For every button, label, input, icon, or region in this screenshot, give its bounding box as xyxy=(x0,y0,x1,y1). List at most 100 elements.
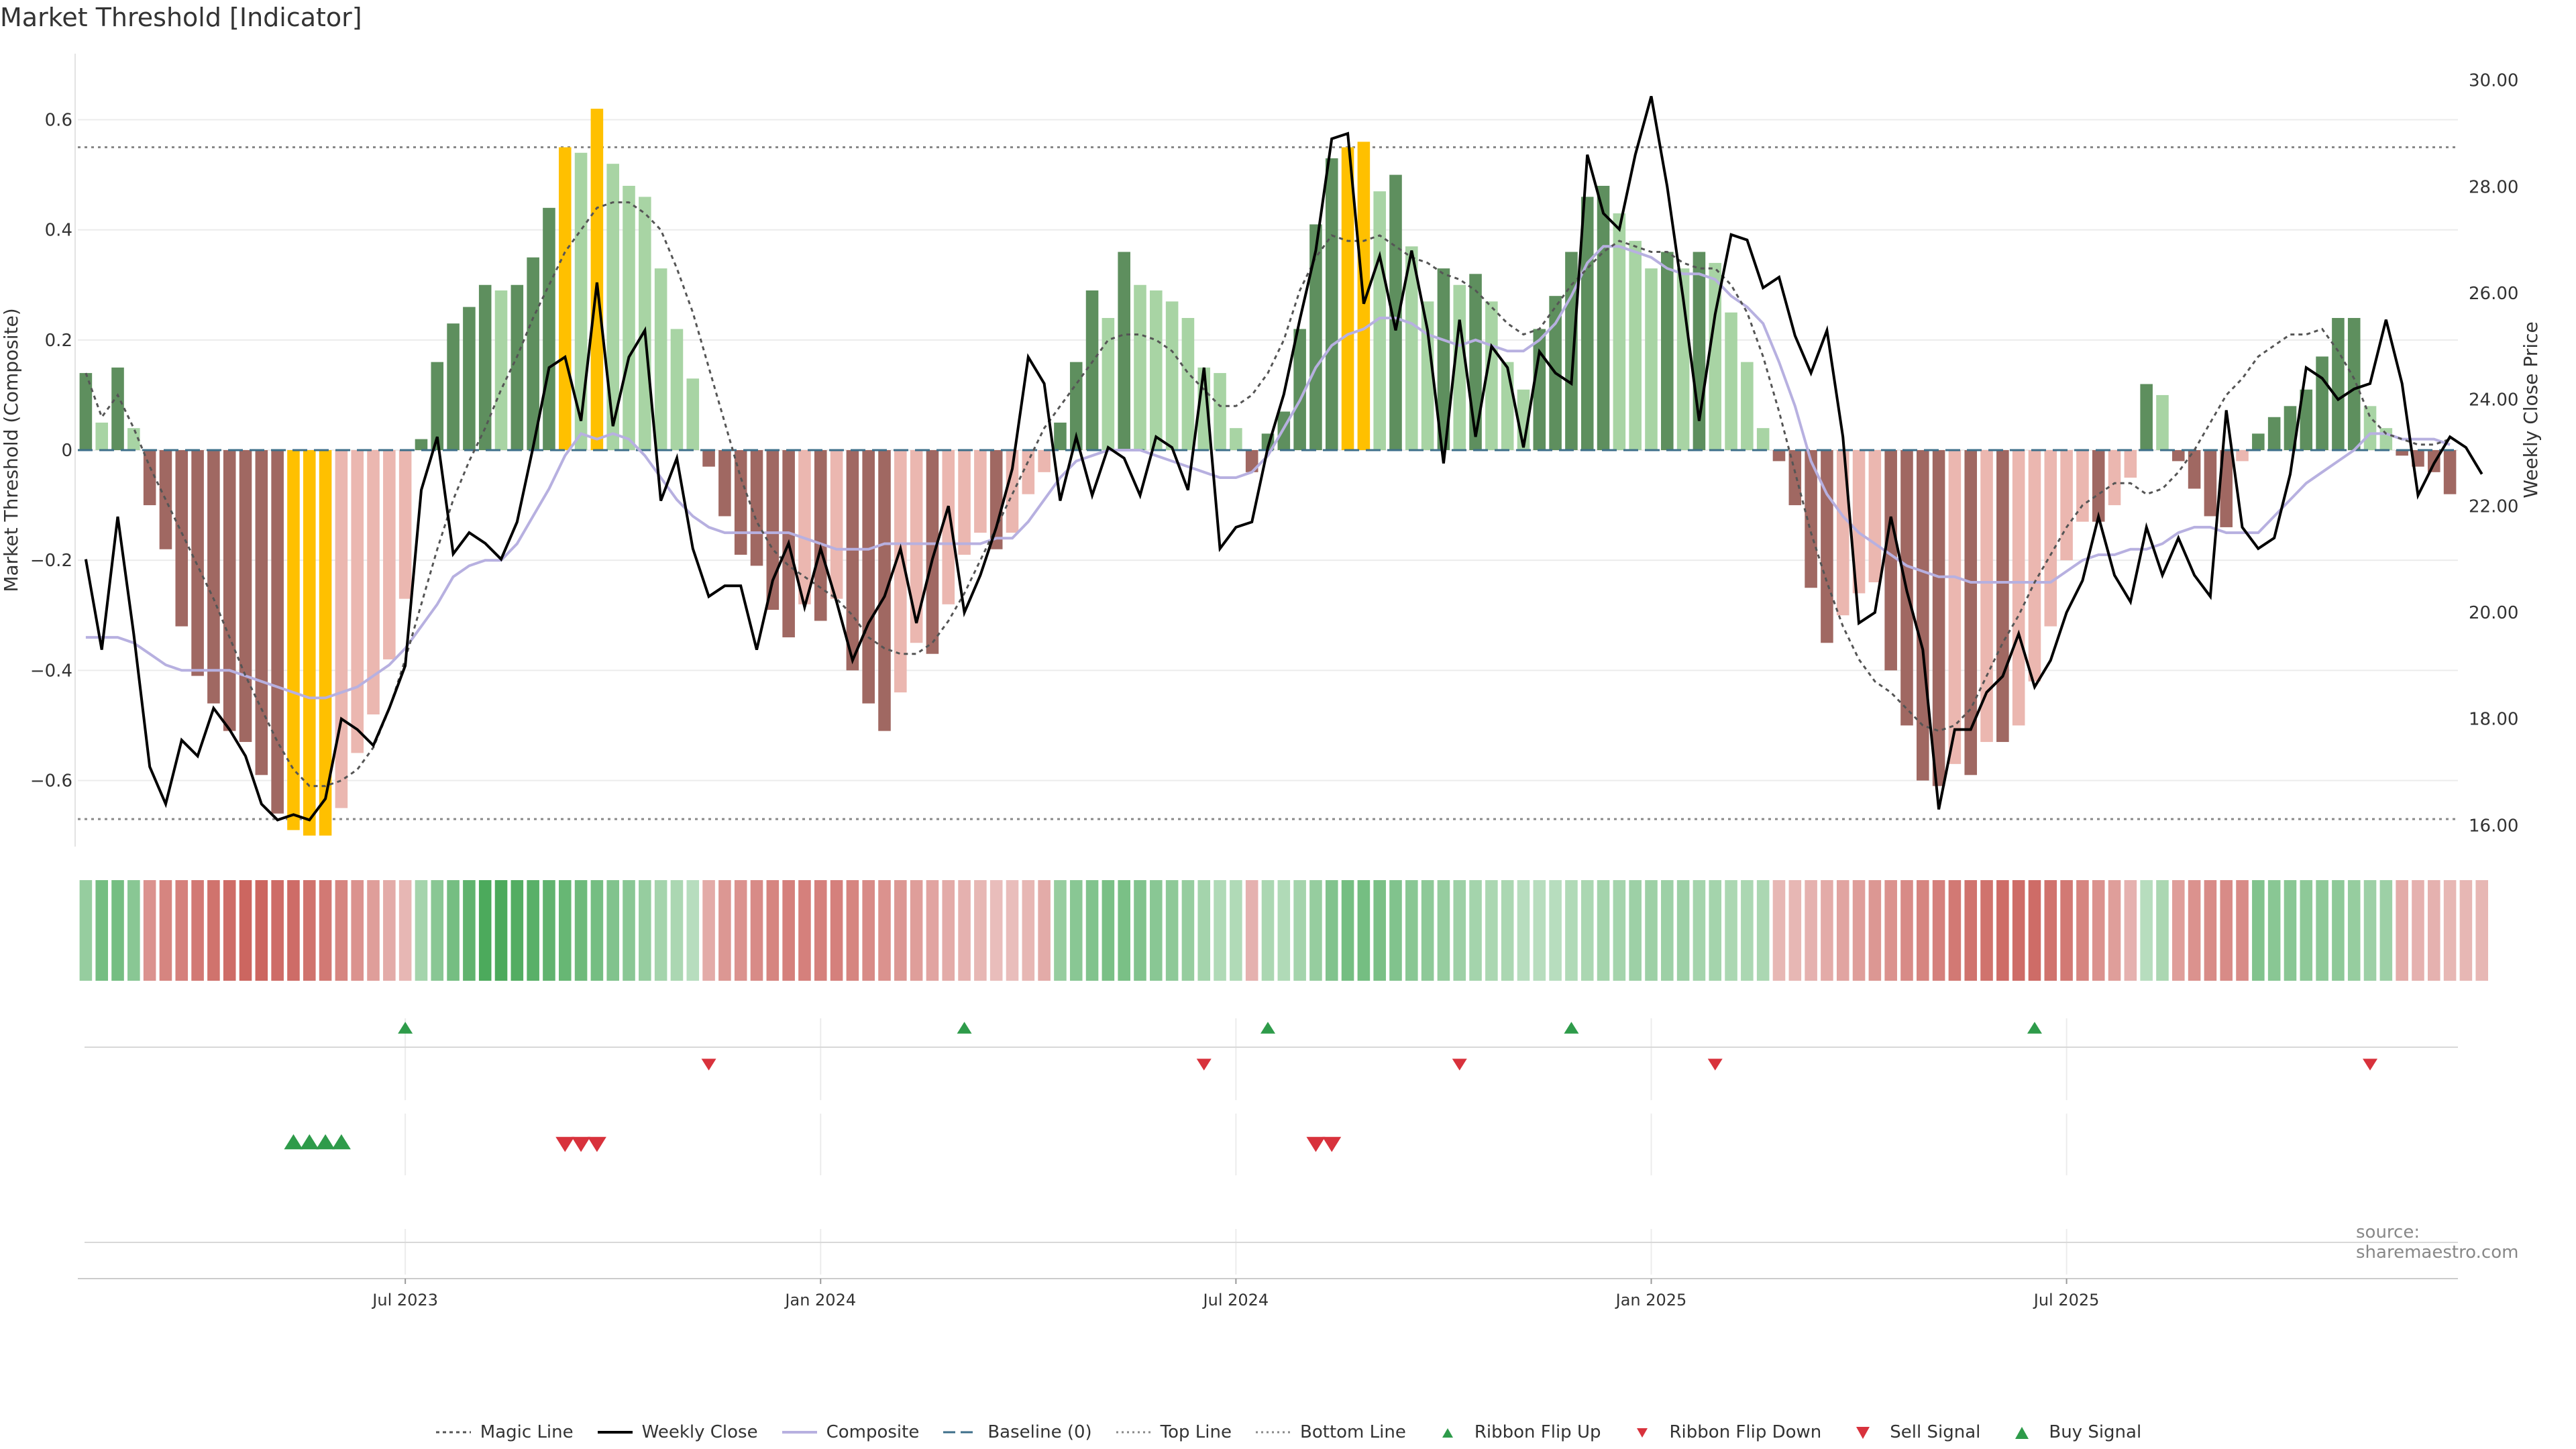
ribbon-cell xyxy=(1613,880,1626,981)
ribbon-cell xyxy=(1134,880,1146,981)
ribbon-cell xyxy=(1150,880,1163,981)
legend-magic-line-symbol xyxy=(435,1424,472,1440)
bar xyxy=(1852,450,1866,594)
ribbon-cell xyxy=(543,880,555,981)
bar xyxy=(1293,329,1306,450)
ribbon-cell xyxy=(750,880,763,981)
ribbon-flip-down-marker xyxy=(1707,1059,1723,1071)
x-tick-label: Jul 2023 xyxy=(371,1291,438,1309)
ribbon-cell xyxy=(478,880,492,981)
ribbon-cell xyxy=(1118,880,1130,981)
bar xyxy=(1661,252,1674,450)
ribbon-cell xyxy=(1261,880,1275,981)
ribbon-cell xyxy=(2156,880,2169,981)
bar xyxy=(1597,186,1610,450)
ribbon-cell xyxy=(111,880,124,981)
ribbon-cell xyxy=(1565,880,1578,981)
magic-line xyxy=(85,201,2451,788)
ribbon-cell xyxy=(431,880,444,981)
bar xyxy=(1485,301,1498,450)
legend-buy-signal: Buy Signal xyxy=(2003,1422,2141,1442)
ribbon-cell xyxy=(1277,880,1291,981)
ribbon-cell xyxy=(2427,880,2440,981)
y2-tick-label: 16.00 xyxy=(2469,816,2518,836)
ribbon-cell xyxy=(830,880,843,981)
ribbon-cell xyxy=(989,880,1003,981)
bar xyxy=(111,367,124,450)
ribbon-cell xyxy=(1709,880,1722,981)
ribbon-cell xyxy=(527,880,539,981)
ribbon-cell xyxy=(1725,880,1737,981)
bar xyxy=(623,186,635,450)
legend-label: Magic Line xyxy=(480,1422,574,1442)
ribbon-cell xyxy=(1549,880,1562,981)
bar xyxy=(1421,301,1434,450)
ribbon-cell xyxy=(2012,880,2025,981)
ribbon-cell xyxy=(1373,880,1386,981)
bar xyxy=(527,257,539,450)
bar xyxy=(1277,411,1291,450)
ribbon-cell xyxy=(1230,880,1242,981)
bar xyxy=(862,450,875,704)
ribbon-flip-down-marker xyxy=(701,1059,716,1071)
bar xyxy=(223,450,236,731)
bar xyxy=(351,450,364,753)
ribbon-cell xyxy=(1309,880,1322,981)
ribbon-flip-down-marker xyxy=(1196,1059,1212,1071)
bar xyxy=(734,450,747,555)
legend-magic-line: Magic Line xyxy=(435,1422,574,1442)
bar xyxy=(2028,450,2041,682)
ribbon-cell xyxy=(1085,880,1099,981)
x-tick-label: Jan 2025 xyxy=(1615,1291,1687,1309)
y2-tick-label: 18.00 xyxy=(2469,710,2518,730)
bar xyxy=(1022,450,1035,494)
bar xyxy=(1996,450,2009,743)
ribbon-cell xyxy=(2316,880,2328,981)
bar xyxy=(2252,433,2265,450)
ribbon-cell xyxy=(2443,880,2457,981)
bar xyxy=(1948,450,1962,764)
weekly-close-line xyxy=(84,95,2483,822)
legend-sell-signal-symbol xyxy=(1844,1424,1882,1440)
legend-bottom-line-symbol xyxy=(1254,1424,1292,1440)
bar xyxy=(1884,450,1897,671)
ribbon-cell xyxy=(558,880,572,981)
y-tick-label: 0.2 xyxy=(45,331,72,351)
ribbon-flip-up-marker xyxy=(1260,1022,1275,1034)
x-tick-label: Jan 2024 xyxy=(784,1291,856,1309)
chart-canvas: 0.6 0.4 0.2 0 −0.2 −0.4 −0.6 30.00 28.00 26.00 24.… xyxy=(0,54,2542,1309)
y-tick-label: −0.6 xyxy=(30,771,72,792)
ribbon-cell xyxy=(1102,880,1115,981)
legend-top-line: Top Line xyxy=(1115,1422,1232,1442)
bar xyxy=(942,450,955,604)
ribbon-cell xyxy=(2347,880,2361,981)
bar xyxy=(303,450,316,836)
ribbon-flip-down-marker xyxy=(1452,1059,1467,1071)
bar xyxy=(1868,450,1882,582)
ribbon-cell xyxy=(942,880,955,981)
ribbon-cell xyxy=(862,880,875,981)
ribbon-cell xyxy=(606,880,619,981)
ribbon-cell xyxy=(1405,880,1418,981)
bar xyxy=(830,450,843,599)
bar xyxy=(159,450,172,549)
bar xyxy=(415,439,428,450)
ribbon-cell xyxy=(574,880,588,981)
legend-weekly-close-symbol xyxy=(596,1424,634,1440)
x-tick-label: Jul 2024 xyxy=(1202,1291,1269,1309)
ribbon-flip-up-marker xyxy=(2027,1022,2042,1034)
ribbon-flip-down-marker xyxy=(2363,1059,2378,1071)
bar xyxy=(686,378,700,450)
y2-tick-label: 30.00 xyxy=(2469,71,2518,91)
ribbon-cell xyxy=(926,880,939,981)
bar xyxy=(1821,450,1833,643)
bar xyxy=(1788,450,1802,506)
ribbon-cell xyxy=(2076,880,2089,981)
bar xyxy=(670,329,684,450)
legend-composite: Composite xyxy=(781,1422,919,1442)
bar xyxy=(1805,450,1817,588)
ribbon-cell xyxy=(335,880,348,981)
ribbon-cell xyxy=(2284,880,2297,981)
ribbon-cell xyxy=(2044,880,2057,981)
bar xyxy=(894,450,907,693)
